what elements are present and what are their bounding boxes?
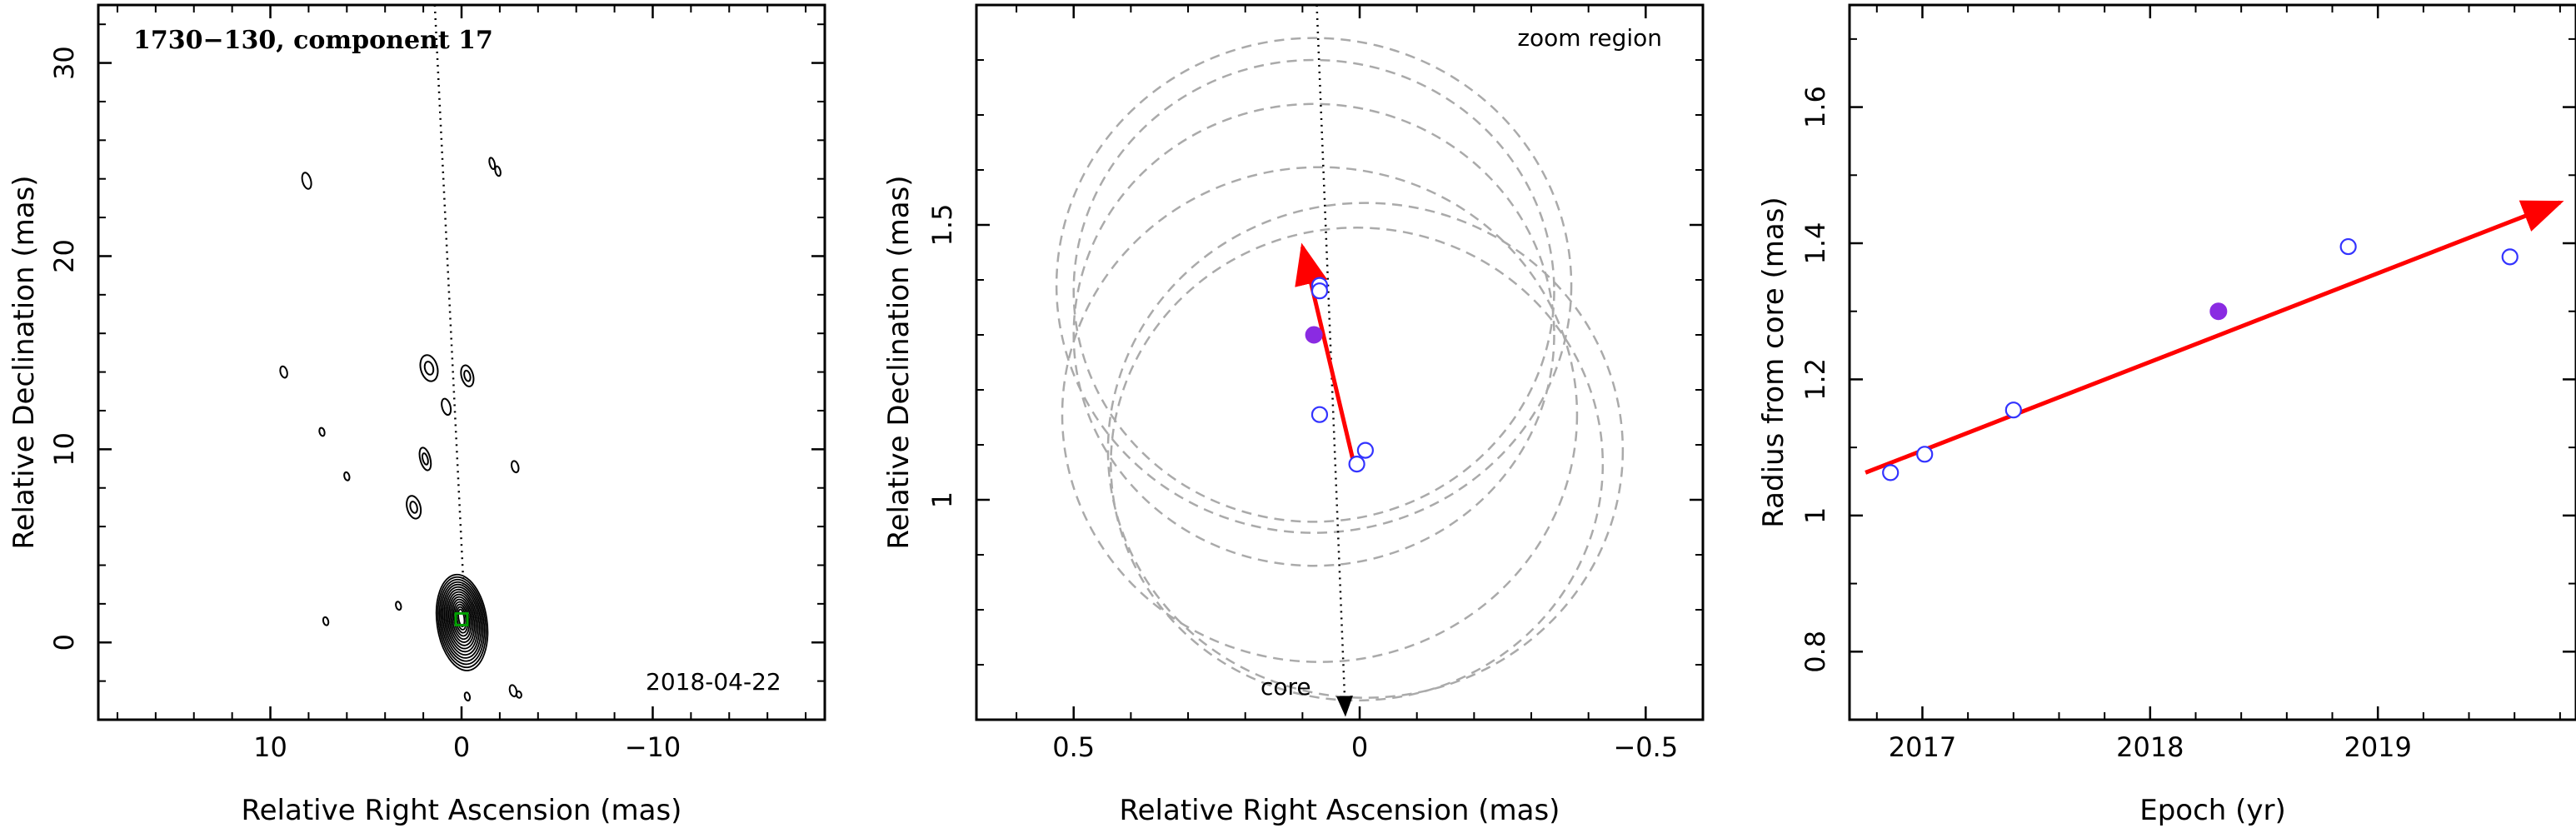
y-tick-label: 1.2 [1800,358,1831,401]
component-positions [1305,277,1374,473]
epoch-open-marker [1882,464,1900,481]
position-open-marker [1356,441,1374,459]
x-axis-label: Relative Right Ascension (mas) [1120,794,1560,827]
core-contour [447,593,476,646]
beam-circles [1055,37,1625,702]
epoch-open-marker [2501,248,2519,266]
panel-radius-vs-epoch: 2017 2018 2019 0.8 1 1.2 1.4 1.6 Epoch (yr) Rad… [1757,3,2576,827]
y-tick-label: 20 [48,239,80,273]
y-tick-label: 10 [48,432,80,466]
core-contour [451,598,472,641]
contour-blob [441,397,452,416]
epoch-date-label: 2018-04-22 [646,668,781,696]
contour-blob [318,426,326,437]
position-open-marker [1310,406,1329,423]
y-tick-label: 0 [48,634,80,651]
core-contour [456,606,467,631]
contour-blob [510,460,520,474]
contour-blob [343,471,351,481]
contour-blob [301,172,312,190]
y-tick-label: 1 [1800,507,1831,524]
x-tick-label: 2018 [2116,731,2184,763]
component-marker [454,611,469,626]
beam-circle [1072,58,1555,523]
core-contour [440,581,484,662]
plot-frame [975,3,1705,721]
contour-blob [494,165,502,177]
x-tick-label: −0.5 [1613,731,1678,763]
core-contour [457,608,466,628]
position-open-marker [1348,455,1365,473]
y-tick-label: 1.4 [1800,222,1831,265]
core-contour [435,573,489,671]
contour-blob-inner [421,452,429,466]
contour-blob [418,446,432,471]
beam-circle [1072,102,1555,567]
x-tick-label: 0 [1351,731,1368,763]
panel-contour-map: 10 0 −10 0 10 20 30 1730−130, component 17 201… [7,3,826,827]
contour-blob [488,157,497,170]
core-contour [452,601,471,637]
beam-circle [1055,37,1573,534]
x-axis-label: Epoch (yr) [2139,794,2286,827]
contour-blob-inner [409,501,418,514]
core-contour [438,578,486,666]
contour-blob [460,364,475,387]
y-axis-label: Relative Declination (mas) [7,175,41,549]
epoch-open-marker [2339,237,2357,256]
y-tick-label: 30 [48,46,80,80]
beam-circle [1110,227,1605,702]
panel-title: 1730−130, component 17 [133,26,493,55]
axis-ticks: 0.5 0 −0.5 1 1.5 [926,4,1704,763]
core-label: core [1261,673,1311,701]
x-tick-label: 0 [453,731,470,763]
beam-circle [1061,166,1579,663]
x-tick-label: 2017 [1889,731,1956,763]
x-axis-label: Relative Right Ascension (mas) [242,794,682,827]
contour-blob [463,691,472,702]
y-tick-label: 0.8 [1800,631,1831,673]
contour-blob [406,495,422,520]
y-axis-label: Relative Declination (mas) [882,175,916,549]
y-tick-label: 1.6 [1800,86,1831,128]
contour-blob [508,684,518,698]
x-tick-label: −10 [625,731,681,763]
contour-blob-inner [463,369,472,382]
y-tick-label: 1.5 [926,204,958,247]
axis-ticks: 10 0 −10 0 10 20 30 [48,5,825,763]
beam-circle [1106,202,1625,699]
axis-ticks: 2017 2018 2019 0.8 1 1.2 1.4 1.6 [1800,5,2576,763]
panel-zoom-region: 0.5 0 −0.5 1 1.5 zoom region core Relative R… [882,3,1705,827]
core-contour [447,591,477,650]
fit-line-arrow [1865,200,2564,475]
contour-layer [279,157,522,702]
x-tick-label: 0.5 [1052,731,1095,763]
epoch-filled-marker [2209,302,2228,321]
jet-axis-line [433,4,465,585]
contour-blob-inner [423,361,435,376]
core-contour [443,586,481,656]
plot-frame [1848,3,2576,721]
contour-blob [279,365,288,379]
position-filled-marker [1305,326,1323,344]
x-tick-label: 2019 [2344,731,2411,763]
position-open-marker [1310,282,1329,300]
motion-vector-arrow [1295,242,1356,465]
y-axis-label: Radius from core (mas) [1757,197,1790,527]
zoom-region-label: zoom region [1517,24,1662,52]
y-tick-label: 1 [926,491,958,508]
data-points [1882,237,2519,481]
contour-blob [419,354,439,382]
contour-blob [515,690,522,699]
core-contour [449,596,474,643]
contour-blob [395,601,402,611]
x-tick-label: 10 [253,731,287,763]
core-contour [445,588,479,653]
core-contour [442,583,482,659]
epoch-open-marker [2004,402,2022,419]
epoch-open-marker [1916,446,1934,463]
contour-blob [322,616,330,626]
core-contour [437,576,487,669]
